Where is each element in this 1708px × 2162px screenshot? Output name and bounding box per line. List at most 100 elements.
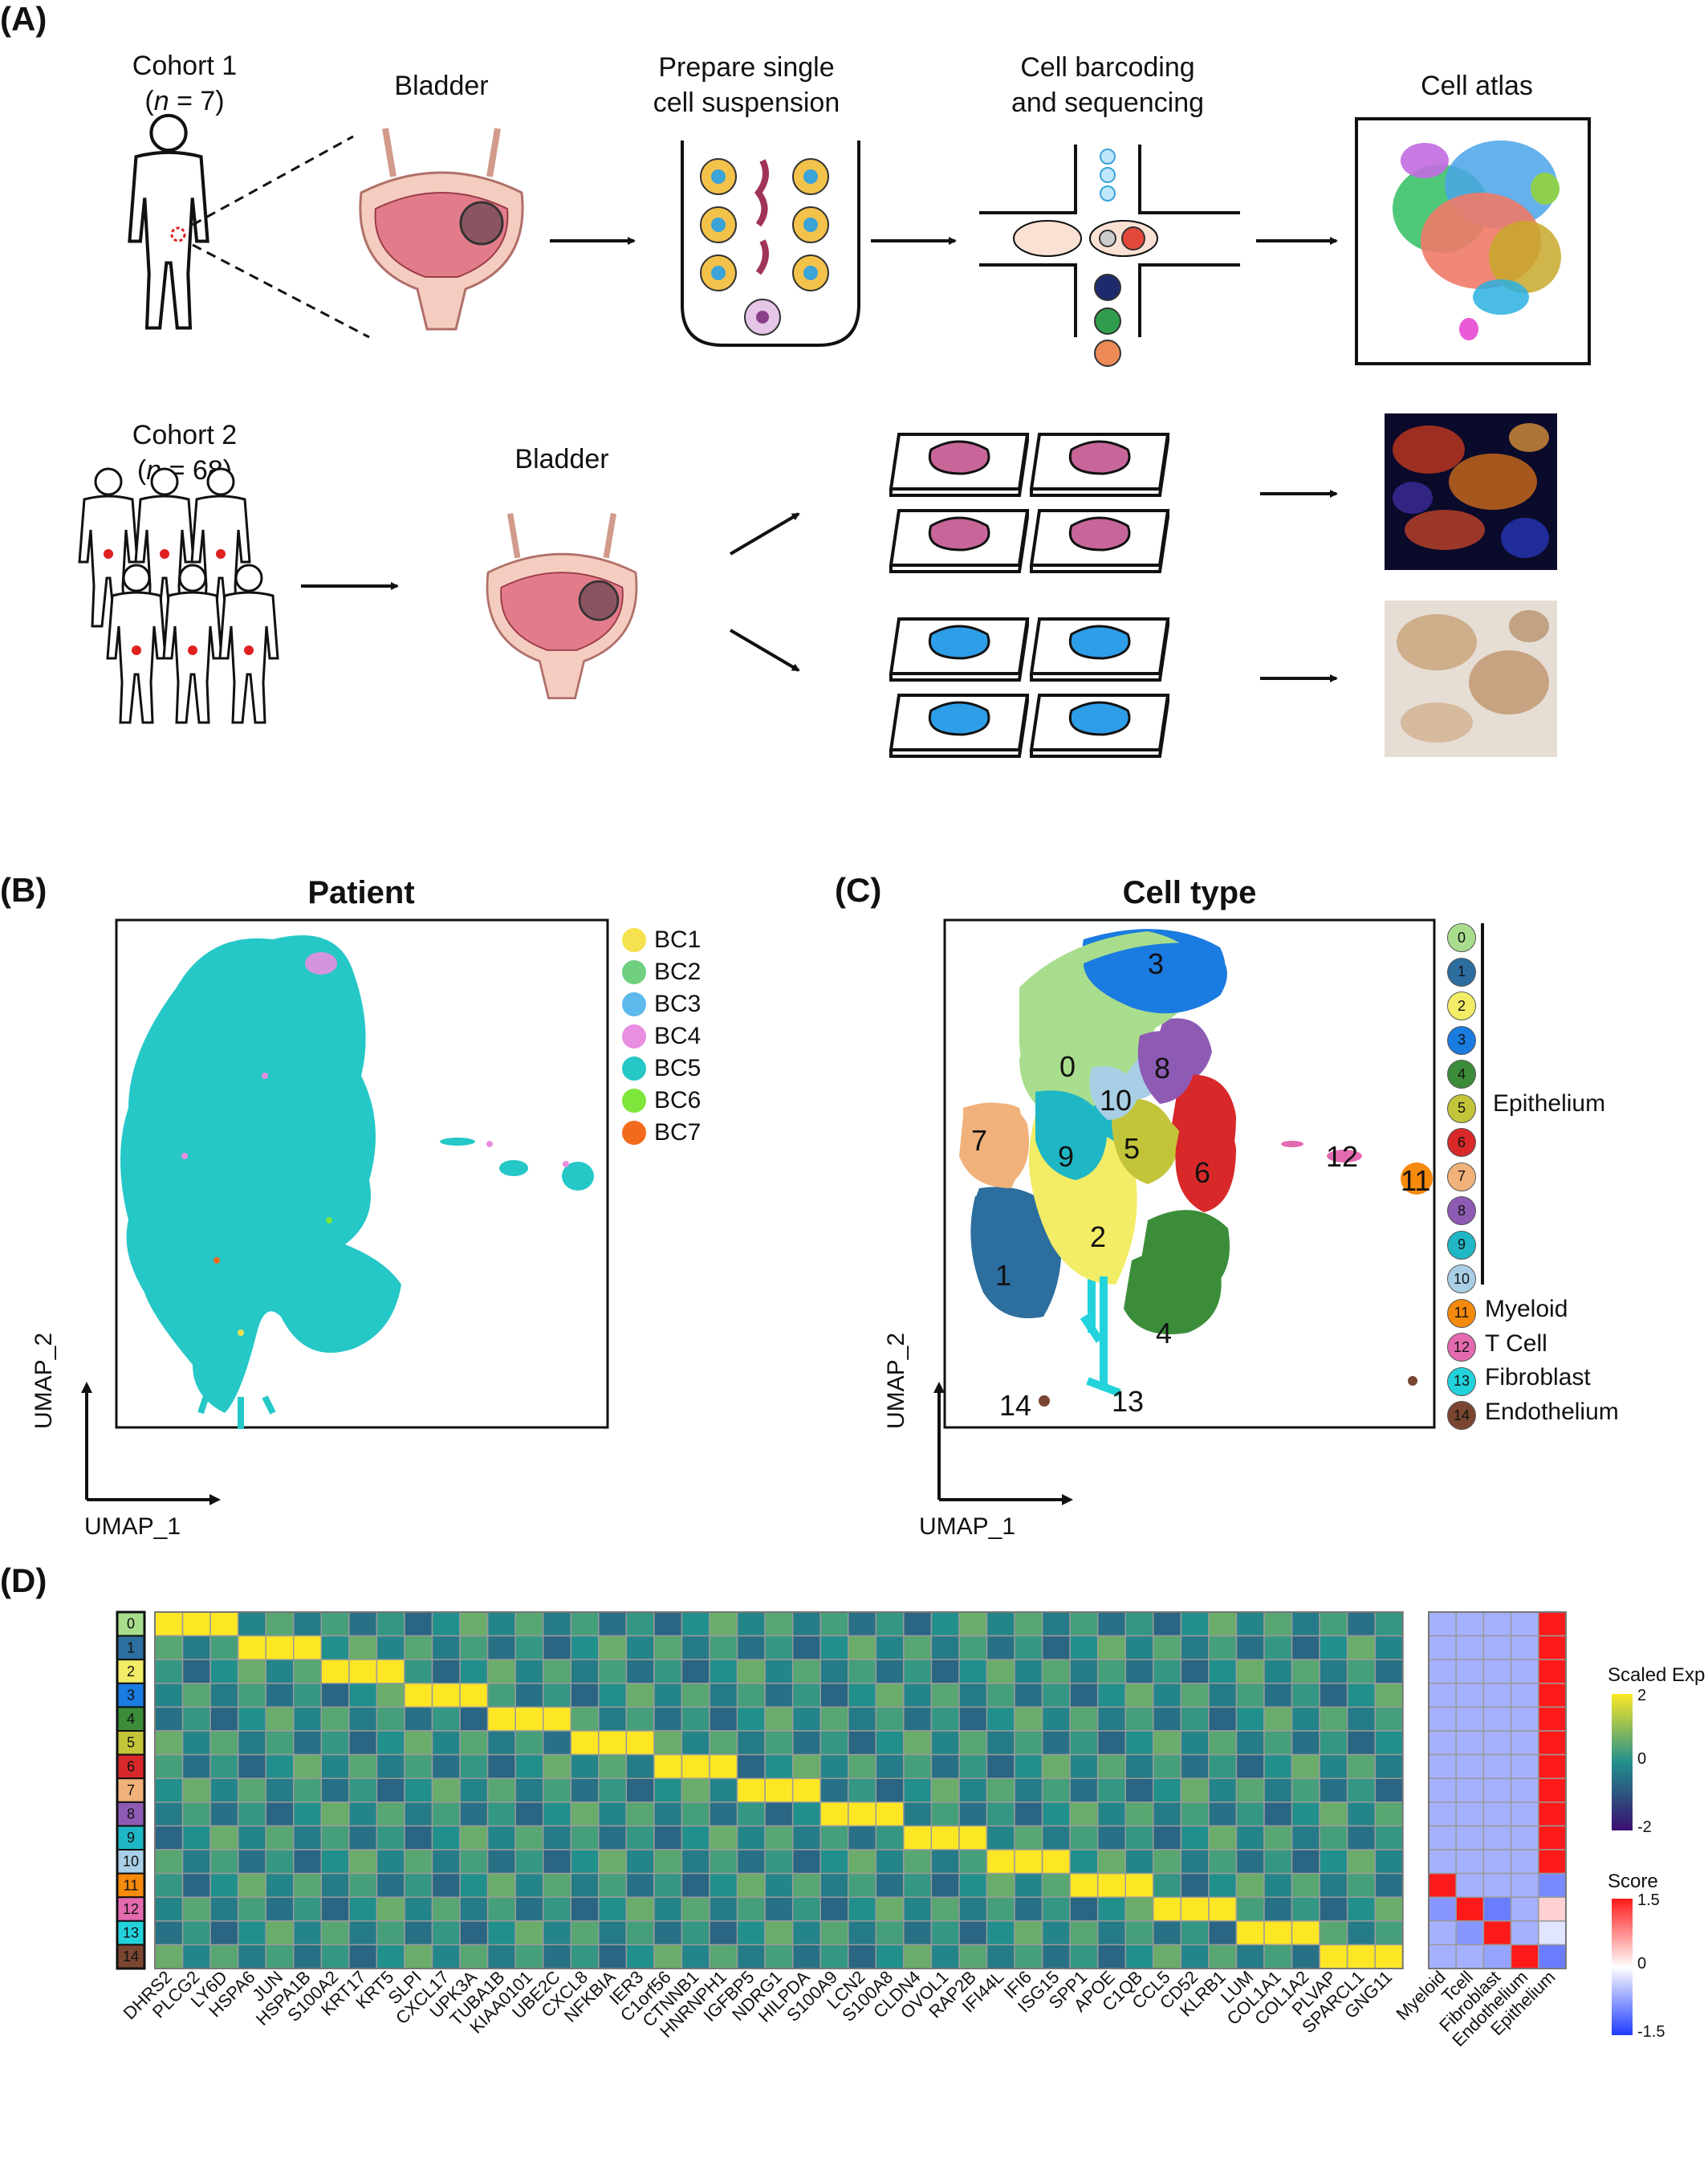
heatmap-cell [237,1849,266,1875]
score-cell [1455,1896,1485,1922]
heatmap-cell [376,1659,405,1684]
heatmap-cell [1124,1635,1154,1660]
heatmap-cell [404,1706,433,1732]
score-cell [1510,1944,1539,1969]
heatmap-cell [903,1753,933,1779]
heatmap-cell [1374,1611,1404,1637]
heatmap-cell [404,1753,433,1779]
heatmap-cell [1263,1635,1293,1660]
heatmap-cell [486,1753,516,1779]
cluster-legend-badge: 11 [1447,1298,1476,1328]
heatmap-cell [958,1896,988,1922]
heatmap-cell [265,1872,295,1898]
heatmap-cell [1208,1920,1238,1946]
heatmap-cell [431,1777,461,1803]
heatmap-cell [542,1872,572,1898]
heatmap-cell [625,1777,655,1803]
heatmap-cell [1208,1944,1238,1969]
heatmap-cell [764,1730,794,1756]
heatmap-cell [791,1944,821,1969]
barcode-line2: and sequencing [1011,88,1205,118]
heatmap-cell [154,1944,184,1969]
atlas-label: Cell atlas [1421,71,1533,101]
heatmap-cell [764,1849,794,1875]
heatmap-cell [431,1920,461,1946]
heatmap-cell [819,1802,849,1827]
heatmap-cell [1153,1777,1182,1803]
heatmap-cell [237,1635,266,1660]
heatmap-cell [1069,1896,1099,1922]
heatmap-cell [514,1635,544,1660]
heatmap-cell [958,1777,988,1803]
heatmap-cell [486,1659,516,1684]
heatmap-cell [514,1849,544,1875]
heatmap-cell [875,1753,905,1779]
heatmap-cell [181,1683,211,1708]
heatmap-cell [1014,1683,1043,1708]
score-cell [1538,1920,1567,1946]
heatmap-cell [930,1706,960,1732]
heatmap-cell [320,1683,350,1708]
score-cell [1428,1611,1457,1637]
heatmap-cell [570,1849,600,1875]
heatmap-cell [431,1802,461,1827]
legend-label: BC6 [654,1087,702,1114]
heatmap-cell [903,1683,933,1708]
heatmap-cell [709,1777,738,1803]
heatmap-cell [1374,1896,1404,1922]
heatmap-cell [320,1896,350,1922]
heatmap-cell [1374,1753,1404,1779]
heatmap-cell [653,1849,683,1875]
panel-c-label: (C) [835,871,882,909]
heatmap-cell [848,1777,877,1803]
heatmap-cell [681,1611,710,1637]
heatmap-cell [986,1753,1015,1779]
heatmap-cell [903,1635,933,1660]
heatmap-cell [1124,1896,1154,1922]
heatmap-cell [209,1777,239,1803]
celltype-group-label: Endothelium [1485,1398,1619,1425]
heatmap-cell [459,1777,489,1803]
heatmap-cell [486,1802,516,1827]
heatmap-cell [653,1777,683,1803]
row-cluster-label: 8 [127,1806,135,1822]
heatmap-cell [875,1896,905,1922]
score-cell [1510,1896,1539,1922]
heatmap-cell [598,1753,628,1779]
heatmap-cell [1235,1635,1265,1660]
heatmap-cell [514,1872,544,1898]
cluster-number: 11 [1401,1164,1431,1197]
heatmap-cell [1041,1635,1071,1660]
cohort2-people-icon [78,467,279,724]
heatmap-cell [237,1920,266,1946]
cohort1-n-value: = 7) [169,86,225,116]
heatmap-cell [1014,1611,1043,1637]
heatmap-cell [1235,1849,1265,1875]
heatmap-cell [764,1635,794,1660]
heatmap-cell [376,1944,405,1969]
score-cell [1428,1802,1457,1827]
heatmap-cell [736,1802,766,1827]
heatmap-cell [542,1920,572,1946]
heatmap-cell [459,1944,489,1969]
heatmap-cell [958,1944,988,1969]
heatmap-cell [376,1706,405,1732]
score-cell [1538,1777,1567,1803]
heatmap-cell [848,1730,877,1756]
row-cluster-label: 1 [127,1639,135,1655]
heatmap-cell [209,1611,239,1637]
heatmap-cell [625,1825,655,1851]
legend-swatch [622,1057,646,1081]
heatmap-cell [265,1896,295,1922]
heatmap-cell [542,1802,572,1827]
heatmap-cell [265,1777,295,1803]
heatmap-cell [1263,1802,1293,1827]
heatmap-cell [1041,1777,1071,1803]
heatmap-cell [209,1849,239,1875]
score-cell [1538,1659,1567,1684]
heatmap-cell [1263,1825,1293,1851]
score-cell [1428,1825,1457,1851]
heatmap-cell [930,1802,960,1827]
heatmap-cell [875,1706,905,1732]
score-cell [1428,1635,1457,1660]
